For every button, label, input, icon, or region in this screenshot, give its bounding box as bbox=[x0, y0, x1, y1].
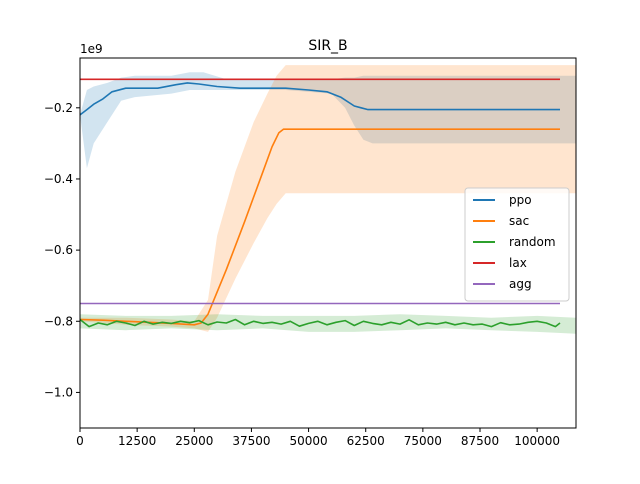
x-tick-label: 87500 bbox=[461, 434, 499, 448]
x-tick-label: 50000 bbox=[289, 434, 327, 448]
x-tick-label: 0 bbox=[76, 434, 84, 448]
x-tick-label: 12500 bbox=[118, 434, 156, 448]
line-ppo bbox=[79, 82, 560, 116]
y-tick-label: −0.2 bbox=[44, 101, 73, 115]
y-tick-label: −0.8 bbox=[44, 314, 73, 328]
y-tick-label: −1.0 bbox=[44, 385, 73, 399]
x-tick-label: 100000 bbox=[514, 434, 560, 448]
chart-title: SIR_B bbox=[308, 38, 347, 54]
x-tick-label: 25000 bbox=[175, 434, 213, 448]
x-tick-label: 62500 bbox=[347, 434, 385, 448]
legend: ppo sac random lax agg bbox=[464, 187, 570, 302]
x-tick-label: 37500 bbox=[232, 434, 270, 448]
x-axis: 0 12500 25000 37500 50000 62500 75000 87500 1000… bbox=[76, 428, 560, 448]
plot-frame bbox=[79, 57, 577, 429]
y-offset-label: 1e9 bbox=[80, 42, 103, 56]
band-ppo bbox=[80, 72, 576, 169]
legend-label-sac: sac bbox=[509, 214, 529, 228]
legend-label-agg: agg bbox=[509, 277, 532, 291]
series-lines bbox=[79, 78, 561, 328]
legend-label-lax: lax bbox=[509, 256, 527, 270]
legend-box bbox=[464, 187, 570, 302]
line-random bbox=[79, 318, 561, 328]
band-sac bbox=[80, 65, 576, 332]
legend-label-random: random bbox=[509, 235, 556, 249]
legend-label-ppo: ppo bbox=[509, 193, 532, 207]
x-tick-label: 75000 bbox=[404, 434, 442, 448]
y-axis: −1.0 −0.8 −0.6 −0.4 −0.2 bbox=[44, 101, 80, 399]
y-tick-label: −0.4 bbox=[44, 172, 73, 186]
y-tick-label: −0.6 bbox=[44, 243, 73, 257]
